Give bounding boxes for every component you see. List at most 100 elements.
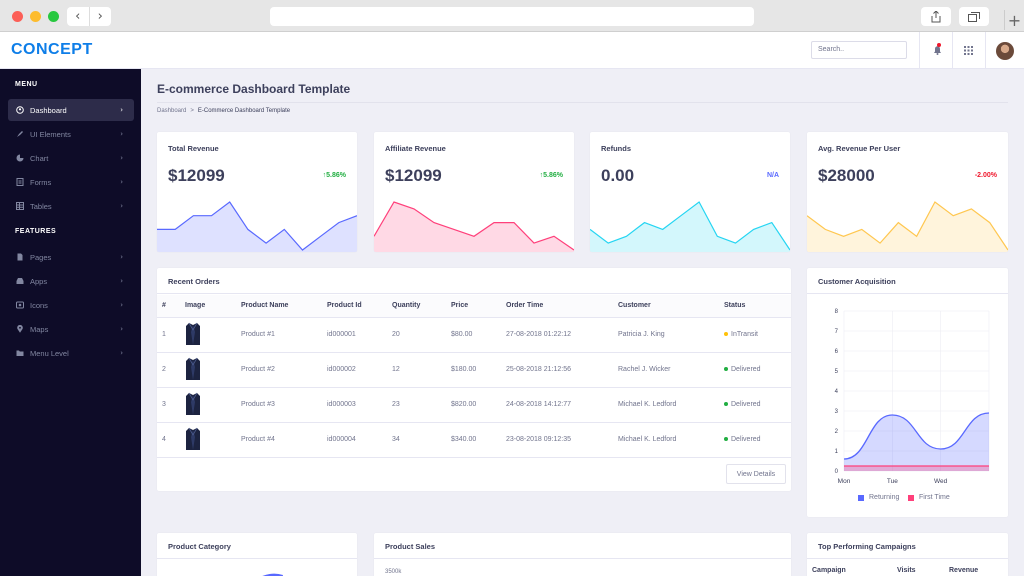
metric-card-avg-revenue: Avg. Revenue Per User $28000 -2.00%: [807, 132, 1008, 252]
series-line-returning: [843, 412, 990, 460]
user-avatar[interactable]: [996, 42, 1014, 60]
legend-item-returning[interactable]: Returning: [858, 494, 899, 501]
order-time-cell: 25-08-2018 21:12:56: [501, 352, 613, 388]
sidebar-item-chart[interactable]: Chart ›: [8, 147, 134, 169]
sidebar-item-maps[interactable]: Maps ›: [8, 318, 134, 340]
product-sales-card: Product Sales 3500k: [374, 533, 791, 576]
arrow-up-icon: ↑: [539, 172, 544, 179]
product-name-cell: Product #2: [236, 352, 322, 388]
y-tick-label: 8: [835, 309, 839, 315]
table-row[interactable]: 2 Product #2 id000002 12 $180.00 25-08-2018 2…: [157, 352, 791, 388]
brand-logo[interactable]: CONCEPT: [11, 41, 93, 58]
sparkline-chart: [374, 201, 574, 252]
price-cell: $340.00: [446, 422, 501, 458]
view-details-button[interactable]: View Details: [726, 464, 786, 484]
maximize-window-button[interactable]: [48, 11, 59, 22]
icons-icon: [15, 301, 24, 310]
row-number-cell: 1: [157, 317, 180, 353]
table-icon: [15, 202, 24, 211]
metric-delta-text: N/A: [766, 172, 779, 179]
table-row[interactable]: 1 Product #1 id000001 20 $80.00 27-08-2018 01…: [157, 317, 791, 353]
search-input[interactable]: Search..: [811, 41, 907, 59]
product-name-cell: Product #1: [236, 317, 322, 353]
sidebar-item-label: Icons: [30, 300, 48, 310]
sparkline-line: [157, 201, 357, 251]
metric-delta: ↑5.86%: [323, 172, 346, 179]
product-image-cell: [180, 422, 236, 458]
sidebar-item-forms[interactable]: Forms ›: [8, 171, 134, 193]
sidebar-item-pages[interactable]: Pages ›: [8, 246, 134, 268]
sidebar-section-features: FEATURES: [15, 228, 57, 235]
recent-orders-card: Recent Orders # Image Product Name Produ…: [157, 268, 791, 491]
forward-button[interactable]: ›: [97, 9, 103, 24]
legend-item-first-time[interactable]: First Time: [908, 494, 950, 501]
jacket-product-thumbnail: [186, 357, 200, 380]
new-tab-button[interactable]: +: [1004, 10, 1024, 30]
user-circle-icon: [15, 106, 24, 115]
product-id-cell: id000003: [322, 387, 387, 423]
status-text: InTransit: [731, 331, 758, 338]
top-navbar: CONCEPT Search..: [0, 32, 1024, 69]
status-cell: Delivered: [719, 422, 791, 458]
table-header-row: # Image Product Name Product Id Quantity…: [157, 295, 791, 318]
orders-table: # Image Product Name Product Id Quantity…: [157, 295, 791, 458]
history-nav: ‹ ›: [67, 7, 111, 26]
chevron-right-icon: ›: [120, 301, 123, 309]
status-text: Delivered: [731, 436, 761, 443]
browser-toolbar: ‹ › +: [0, 0, 1024, 32]
legend-swatch: [908, 494, 914, 501]
table-row[interactable]: 4 Product #4 id000004 34 $340.00 23-08-2018 0…: [157, 422, 791, 458]
apps-grid-button[interactable]: [961, 43, 975, 57]
breadcrumb-link-dashboard[interactable]: Dashboard: [157, 108, 187, 114]
order-time-cell: 24-08-2018 14:12:77: [501, 387, 613, 423]
navbar-divider: [985, 32, 986, 69]
folder-icon: [15, 349, 24, 358]
card-divider: [807, 558, 1008, 559]
column-header: Quantity: [387, 295, 446, 318]
row-number-cell: 3: [157, 387, 180, 423]
share-button[interactable]: [921, 7, 951, 26]
customer-name-cell: Michael K. Ledford: [613, 422, 719, 458]
product-id-cell: id000004: [322, 422, 387, 458]
row-number-cell: 2: [157, 352, 180, 388]
sidebar-item-label: Pages: [30, 252, 52, 262]
grid-icon: [963, 45, 973, 55]
sidebar-item-icons[interactable]: Icons ›: [8, 294, 134, 316]
y-tick-label: 0: [835, 469, 839, 475]
notification-button[interactable]: [930, 43, 944, 57]
sidebar-item-tables[interactable]: Tables ›: [8, 195, 134, 217]
close-window-button[interactable]: [12, 11, 23, 22]
address-bar[interactable]: [270, 7, 754, 26]
x-tick-label: Tue: [887, 478, 898, 485]
product-name-cell: Product #4: [236, 422, 322, 458]
price-cell: $820.00: [446, 387, 501, 423]
sparkline-area: [374, 202, 574, 252]
column-header: #: [157, 295, 180, 318]
product-image-cell: [180, 317, 236, 353]
sparkline-chart: [157, 201, 357, 252]
order-time-cell: 27-08-2018 01:22:12: [501, 317, 613, 353]
quantity-cell: 23: [387, 387, 446, 423]
back-button[interactable]: ‹: [67, 7, 90, 26]
sidebar-item-dashboard[interactable]: Dashboard ›: [8, 99, 134, 121]
axis-tick-label: 3500k: [385, 569, 402, 575]
chevron-right-icon: ›: [120, 154, 123, 162]
table-row[interactable]: 3 Product #3 id000003 23 $820.00 24-08-2018 1…: [157, 387, 791, 423]
sidebar-item-apps[interactable]: Apps ›: [8, 270, 134, 292]
sparkline-chart: [807, 201, 1008, 252]
metric-delta: -2.00%: [975, 172, 997, 179]
status-text: Delivered: [731, 366, 761, 373]
customer-name-cell: Patricia J. King: [613, 317, 719, 353]
quantity-cell: 20: [387, 317, 446, 353]
tab-overview-button[interactable]: [959, 7, 989, 26]
column-header: Product Id: [322, 295, 387, 318]
sidebar-item-menu-level[interactable]: Menu Level ›: [8, 342, 134, 364]
metric-delta: ↑5.86%: [540, 172, 563, 179]
card-title: Recent Orders: [168, 277, 220, 286]
minimize-window-button[interactable]: [30, 11, 41, 22]
y-tick-label: 5: [835, 369, 839, 375]
chevron-right-icon: ›: [120, 325, 123, 333]
card-title: Top Performing Campaigns: [818, 542, 916, 551]
status-dot: [724, 367, 728, 372]
sidebar-item-ui-elements[interactable]: UI Elements ›: [8, 123, 134, 145]
